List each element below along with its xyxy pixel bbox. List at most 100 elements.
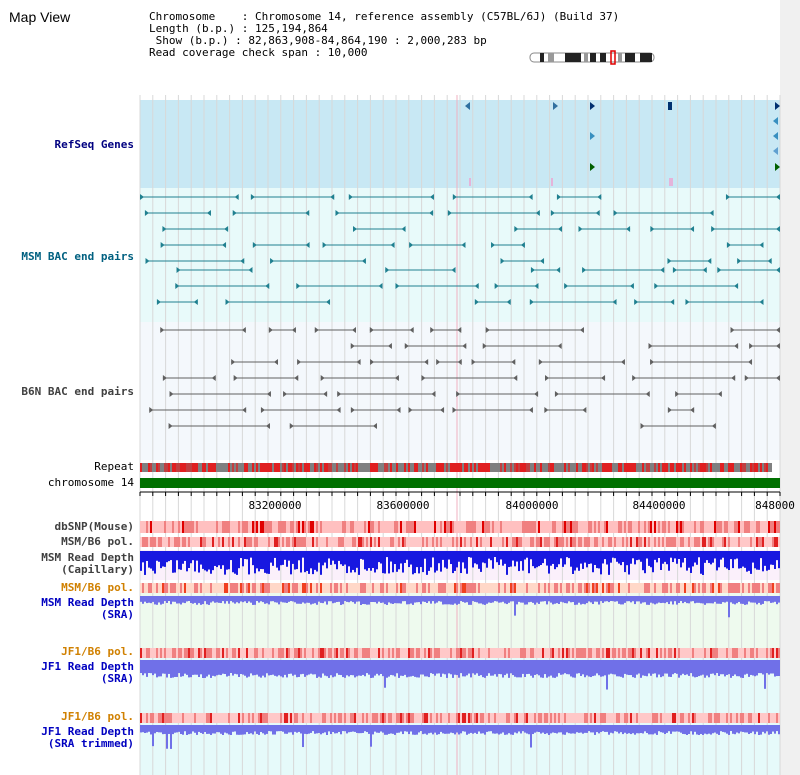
- msm-sra-depth: [732, 596, 734, 604]
- jf1-trimmed-depth: [302, 725, 304, 748]
- repeat-block: [750, 463, 752, 472]
- msmb6-polymorphism: [468, 583, 470, 593]
- msmb6-polymorphism: [672, 583, 674, 593]
- jf1b6-polymorphism: [198, 648, 200, 658]
- repeat-block: [604, 463, 606, 472]
- repeat-block: [220, 463, 222, 472]
- info-line-chromosome: Chromosome : Chromosome 14, reference as…: [149, 10, 620, 23]
- msm-capillary-depth: [458, 551, 460, 562]
- repeat-block: [166, 463, 168, 472]
- jf1-trimmed-depth: [368, 725, 370, 734]
- msm-sra-depth: [650, 596, 652, 603]
- jf1-trimmed-depth: [602, 725, 604, 732]
- jf1b6-polymorphism: [342, 648, 344, 658]
- jf1-sra-depth: [370, 660, 372, 678]
- track-label-refseq-genes[interactable]: RefSeq Genes: [54, 138, 134, 151]
- dbsnp-density: [352, 521, 354, 533]
- msmb6-polymorphism: [282, 537, 284, 547]
- b6n-bac-pair: [545, 375, 550, 381]
- msm-capillary-depth: [500, 551, 502, 560]
- msm-capillary-depth: [210, 551, 212, 574]
- repeat-block: [568, 463, 570, 472]
- msmb6-polymorphism: [600, 537, 602, 547]
- msmb6-polymorphism: [338, 583, 340, 593]
- msm-bac-pair: [514, 226, 519, 232]
- msmb6-polymorphism: [204, 583, 206, 593]
- msm-capillary-depth: [470, 551, 472, 558]
- jf1-sra-depth: [418, 660, 420, 678]
- msm-bac-pair: [234, 194, 239, 200]
- repeat-block: [286, 463, 288, 472]
- msm-sra-depth: [234, 596, 236, 604]
- jf1b6-polymorphism: [644, 713, 646, 723]
- jf1b6-polymorphism: [700, 648, 702, 658]
- jf1-trimmed-depth: [366, 725, 368, 733]
- dbsnp-density: [208, 521, 210, 533]
- msm-sra-depth: [614, 596, 616, 602]
- repeat-block: [648, 463, 650, 472]
- msmb6-polymorphism: [240, 537, 242, 547]
- b6n-bac-pair: [645, 391, 650, 397]
- jf1-trimmed-depth: [290, 725, 292, 733]
- jf1b6-polymorphism: [324, 713, 326, 723]
- msm-sra-depth: [506, 596, 508, 605]
- jf1b6-polymorphism: [648, 648, 650, 658]
- msm-capillary-depth: [682, 551, 684, 563]
- msmb6-polymorphism: [174, 537, 176, 547]
- jf1-sra-depth: [214, 660, 216, 677]
- jf1-sra-depth: [560, 660, 562, 675]
- msm-sra-depth: [724, 596, 726, 603]
- jf1b6-polymorphism: [732, 648, 734, 658]
- msmb6-polymorphism: [606, 537, 608, 547]
- msmb6-polymorphism: [714, 537, 716, 547]
- track-label-msm-bac[interactable]: MSM BAC end pairs: [21, 250, 134, 263]
- msm-capillary-depth: [308, 551, 310, 574]
- dbsnp-density: [472, 521, 474, 533]
- jf1-sra-depth: [442, 660, 444, 674]
- dbsnp-density: [666, 521, 668, 533]
- msmb6-polymorphism: [372, 583, 374, 593]
- msm-sra-depth: [474, 596, 476, 602]
- msmb6-polymorphism: [756, 583, 758, 593]
- jf1-trimmed-depth: [220, 725, 222, 734]
- jf1b6-polymorphism: [750, 713, 752, 723]
- dbsnp-density: [166, 521, 168, 533]
- msm-sra-depth: [452, 596, 454, 605]
- jf1-sra-depth: [778, 660, 780, 677]
- msmb6-polymorphism: [294, 537, 296, 547]
- jf1b6-polymorphism: [670, 648, 672, 658]
- jf1b6-polymorphism: [144, 648, 146, 658]
- track-label-b6n-bac[interactable]: B6N BAC end pairs: [21, 385, 134, 398]
- repeat-block: [392, 463, 394, 472]
- repeat-block: [560, 463, 562, 472]
- msm-capillary-depth: [574, 551, 576, 571]
- jf1b6-polymorphism: [182, 713, 184, 723]
- repeat-block: [584, 463, 586, 472]
- msmb6-polymorphism: [576, 583, 578, 593]
- jf1b6-polymorphism: [722, 713, 724, 723]
- msm-sra-depth: [314, 596, 316, 604]
- msmb6-polymorphism: [410, 537, 412, 547]
- jf1-sra-depth: [182, 660, 184, 677]
- msm-capillary-depth: [674, 551, 676, 559]
- jf1-sra-depth: [606, 660, 608, 690]
- msmb6-polymorphism: [338, 537, 340, 547]
- dbsnp-density: [766, 521, 768, 533]
- msm-sra-depth: [198, 596, 200, 604]
- jf1-sra-depth: [594, 660, 596, 676]
- jf1b6-polymorphism: [322, 648, 324, 658]
- msm-capillary-depth: [232, 551, 234, 573]
- msm-sra-depth: [776, 596, 778, 605]
- repeat-block: [176, 463, 178, 472]
- jf1-trimmed-depth: [284, 725, 286, 734]
- dbsnp-density: [480, 521, 482, 533]
- msm-sra-depth: [380, 596, 382, 603]
- msmb6-polymorphism: [466, 583, 468, 593]
- msmb6-polymorphism: [652, 583, 654, 593]
- msmb6-polymorphism: [676, 537, 678, 547]
- msmb6-polymorphism: [384, 583, 386, 593]
- msmb6-polymorphism: [636, 583, 638, 593]
- jf1-trimmed-depth: [438, 725, 440, 735]
- b6n-bac-pair: [431, 391, 436, 397]
